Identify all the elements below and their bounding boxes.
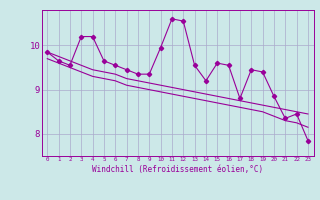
X-axis label: Windchill (Refroidissement éolien,°C): Windchill (Refroidissement éolien,°C): [92, 165, 263, 174]
